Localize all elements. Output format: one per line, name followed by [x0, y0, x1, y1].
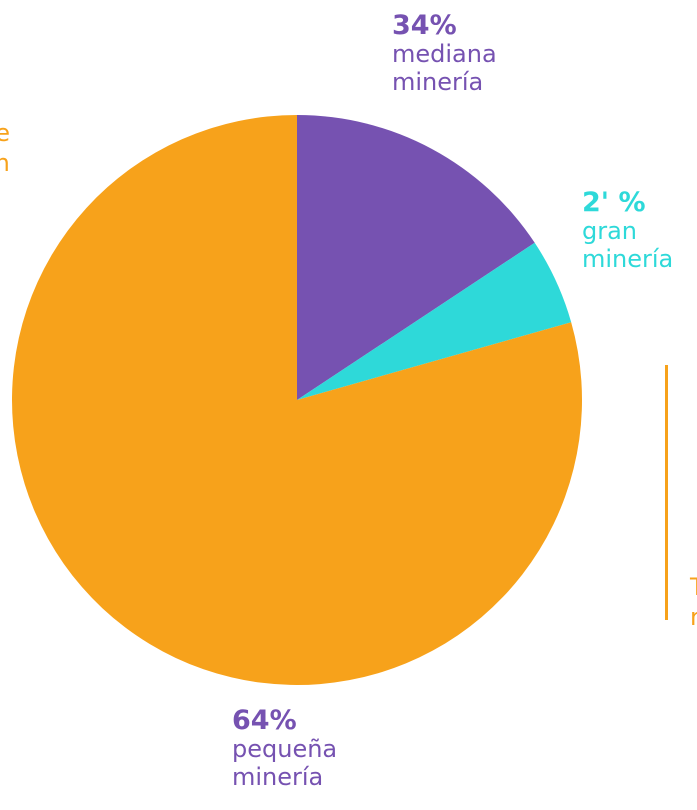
slice-name-mediana-line2: minería: [392, 67, 484, 96]
pie-slice-gran: [297, 242, 572, 400]
cropped-right-label: T r: [690, 572, 697, 632]
slice-percent-pequena: 64%: [232, 705, 297, 736]
divider-line: [665, 365, 668, 620]
slice-percent-mediana: 34%: [392, 10, 457, 41]
slice-name-mediana-line1: mediana: [392, 40, 497, 69]
cropped-right-label-line1: T: [690, 572, 697, 602]
slice-name-gran-line1: gran: [582, 217, 638, 246]
slice-name-gran-line2: minería: [582, 244, 674, 273]
cropped-left-label-line1: de: [0, 119, 10, 147]
pie-slice-pequena: [12, 115, 582, 685]
slice-name-pequena-line2: minería: [232, 762, 324, 791]
slice-label-gran: 2' % gran minería: [582, 187, 673, 273]
slice-label-mediana: 34% mediana minería: [392, 10, 497, 96]
slice-name-pequena-line1: pequeña: [232, 735, 338, 764]
slice-percent-gran: 2' %: [582, 187, 646, 218]
cropped-right-label-line2: r: [690, 603, 697, 631]
slice-label-pequena: 64% pequeña minería: [232, 705, 337, 791]
pie-slice-mediana: [297, 115, 535, 400]
cropped-left-label: de on: [0, 118, 10, 178]
cropped-left-label-line2: on: [0, 149, 10, 177]
